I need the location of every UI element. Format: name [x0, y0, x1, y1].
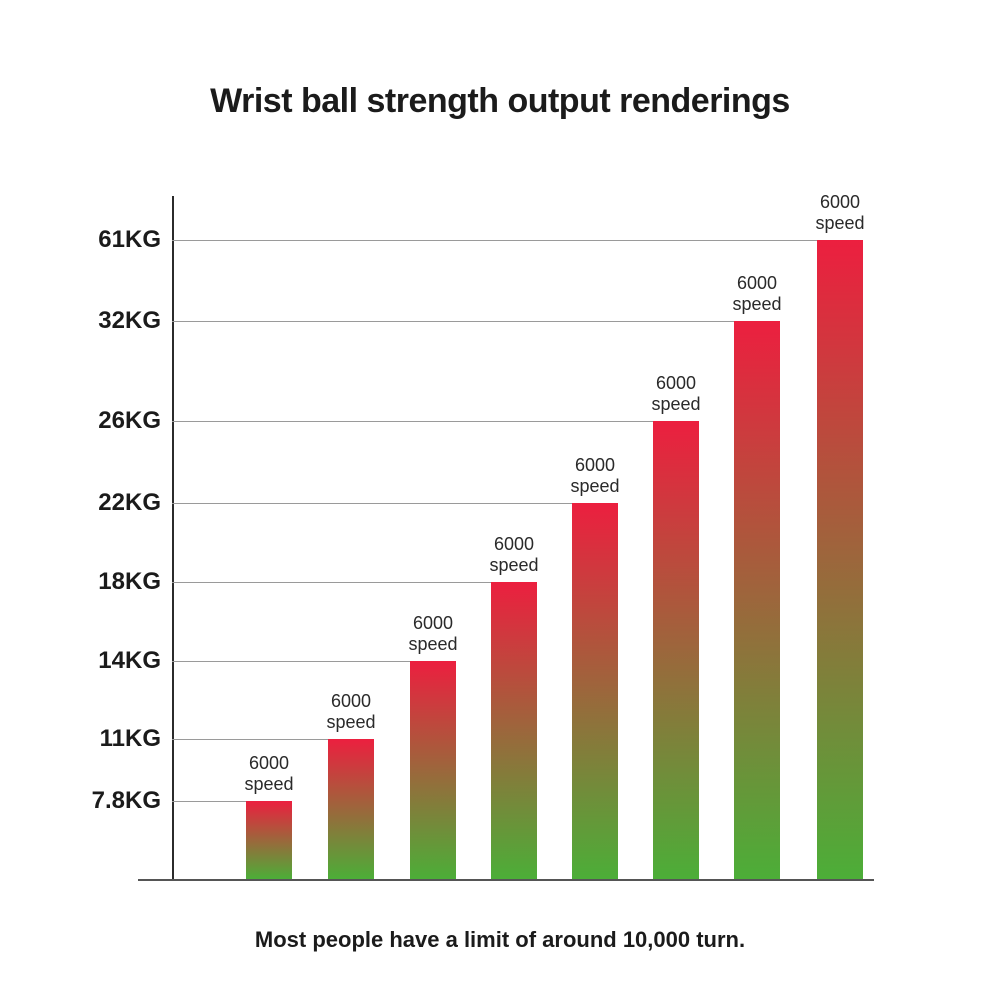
bar-value-label-line: 6000	[248, 753, 290, 773]
bar-value-label-line: 6000	[330, 691, 372, 711]
bar-value-label-line: 6000	[819, 192, 861, 212]
bar-value-label: 6000 speed	[286, 691, 416, 733]
gridline	[172, 321, 734, 322]
bar-value-label-line: 6000	[736, 273, 778, 293]
bar-value-label-line: 6000	[574, 455, 616, 475]
bar-value-label: 6000 speed	[611, 373, 741, 415]
bar-value-label: 6000 speed	[204, 753, 334, 795]
y-axis-tick-label: 32KG	[98, 307, 161, 334]
bar-value-label: 6000 speed	[775, 192, 905, 234]
bar	[410, 661, 456, 879]
bar	[817, 240, 863, 879]
bar-value-label-line: speed	[732, 294, 782, 314]
y-axis-tick-label: 14KG	[98, 647, 161, 674]
gridline	[172, 739, 328, 740]
bar	[491, 582, 537, 879]
y-axis-tick-label: 61KG	[98, 226, 161, 253]
bar-value-label-line: speed	[815, 213, 865, 233]
bar-value-label-line: speed	[651, 394, 701, 414]
bar	[734, 321, 780, 879]
bar	[653, 421, 699, 879]
chart-caption: Most people have a limit of around 10,00…	[254, 927, 746, 952]
bar	[328, 739, 374, 879]
y-axis-tick-label: 18KG	[98, 568, 161, 595]
y-axis-tick-label: 26KG	[98, 407, 161, 434]
y-axis-tick-label: 22KG	[98, 489, 161, 516]
bar-value-label-line: speed	[244, 774, 294, 794]
chart-title: Wrist ball strength output renderings	[210, 82, 790, 120]
gridline	[172, 421, 653, 422]
bar-value-label: 6000 speed	[530, 455, 660, 497]
gridline	[172, 503, 572, 504]
y-axis-line	[172, 196, 174, 881]
bar-value-label: 6000 speed	[449, 534, 579, 576]
bar-value-label: 6000 speed	[692, 273, 822, 315]
bar-value-label-line: speed	[408, 634, 458, 654]
y-axis-tick-label: 7.8KG	[91, 787, 161, 814]
gridline	[172, 240, 817, 241]
bar-value-label-line: 6000	[655, 373, 697, 393]
bar-value-label-line: 6000	[493, 534, 535, 554]
bar-value-label-line: speed	[326, 712, 376, 732]
bar-value-label-line: speed	[570, 476, 620, 496]
x-axis-baseline	[138, 879, 874, 881]
bar-value-label: 6000 speed	[368, 613, 498, 655]
gridline	[172, 582, 491, 583]
gridline	[172, 661, 410, 662]
gridline	[172, 801, 246, 802]
y-axis-tick-label: 11KG	[99, 725, 161, 752]
bar	[572, 503, 618, 879]
bar-value-label-line: 6000	[412, 613, 454, 633]
bar-value-label-line: speed	[489, 555, 539, 575]
bar	[246, 801, 292, 879]
